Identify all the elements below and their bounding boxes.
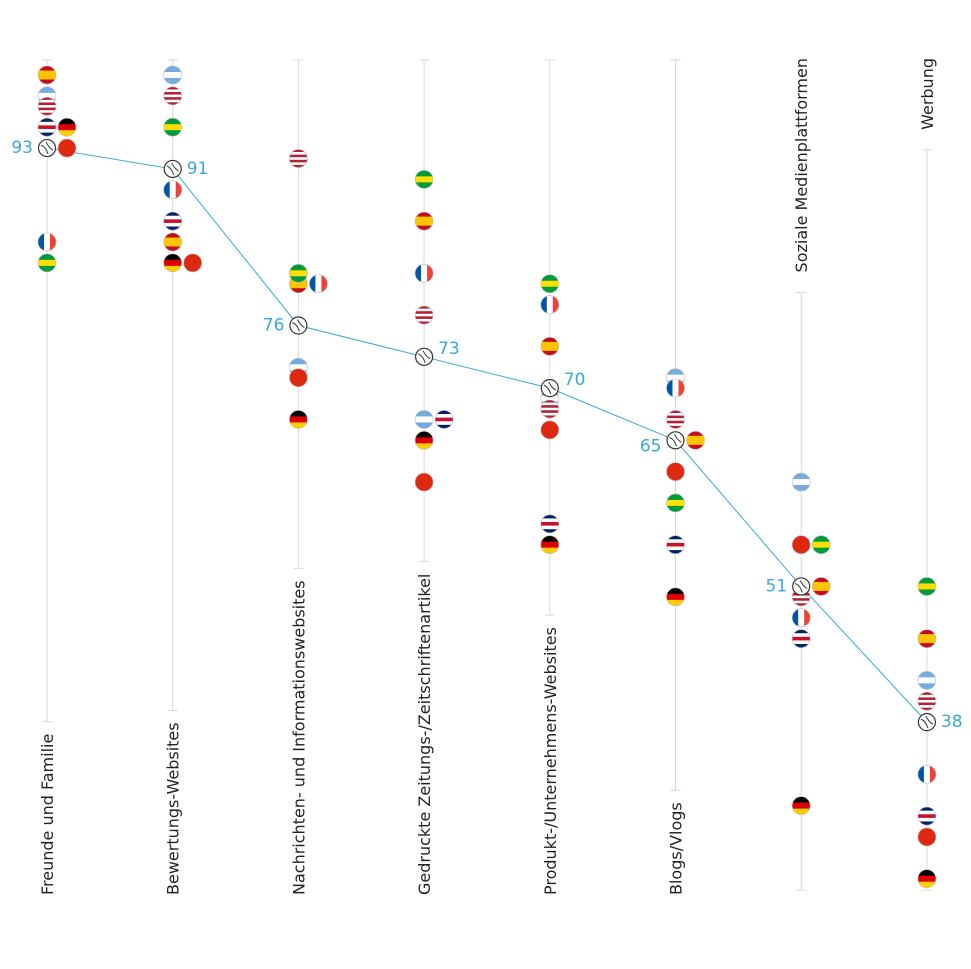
country-flag: [309, 274, 328, 294]
global-value-label: 91: [187, 159, 209, 179]
country-flag: [917, 577, 937, 596]
country-flag: [540, 420, 560, 440]
category-label: Freunde und Familie: [38, 734, 57, 895]
country-flag: [811, 577, 831, 596]
country-flag: [811, 535, 831, 554]
country-flag: [540, 535, 560, 554]
country-flag: [289, 368, 308, 387]
country-flag: [414, 410, 434, 429]
country-flag: [163, 180, 182, 200]
country-flag: [540, 514, 560, 534]
country-flag: [414, 472, 434, 492]
category-label: Blogs/Vlogs: [667, 802, 686, 895]
global-point: [163, 159, 182, 179]
country-flag: [37, 253, 57, 273]
country-flag: [917, 827, 937, 847]
country-flag: [666, 462, 685, 481]
country-flag: [666, 378, 685, 398]
global-point: [792, 577, 811, 596]
country-flag: [791, 608, 811, 628]
category-label: Soziale Medienplattformen: [792, 58, 811, 272]
country-flag: [414, 170, 434, 189]
country-flag: [37, 65, 57, 85]
category-label: Gedruckte Zeitungs-/Zeitschriftenartikel: [415, 574, 434, 895]
global-value-label: 73: [438, 339, 460, 359]
global-value-label: 93: [11, 138, 33, 158]
global-value-label: 38: [941, 712, 963, 732]
global-line: [46, 147, 928, 723]
global-point: [917, 713, 937, 732]
country-flag: [414, 211, 434, 231]
country-flag: [183, 253, 202, 273]
country-flag: [540, 399, 560, 419]
category-label: Produkt-/Unternehmens-Websites: [541, 627, 560, 895]
country-flag: [791, 796, 811, 815]
country-flag: [917, 671, 937, 690]
global-point: [289, 316, 308, 335]
country-flag: [434, 410, 454, 429]
country-flag: [666, 410, 685, 429]
country-flag: [163, 253, 182, 273]
country-flag: [686, 431, 705, 450]
country-flag: [666, 535, 685, 554]
global-value-label: 51: [766, 576, 788, 596]
country-flag: [289, 410, 308, 429]
country-flag: [917, 869, 937, 888]
global-point: [37, 138, 57, 158]
country-flag: [540, 337, 560, 356]
category-label: Bewertungs-Websites: [164, 722, 183, 895]
country-flag: [163, 211, 182, 231]
global-value-label: 70: [564, 370, 586, 390]
global-point: [415, 347, 434, 366]
global-value-label: 76: [263, 316, 285, 336]
country-flag: [37, 97, 57, 116]
country-flag: [917, 691, 937, 711]
country-flag: [791, 535, 811, 554]
country-flag: [540, 295, 560, 314]
country-flag: [917, 806, 937, 826]
country-flag: [791, 629, 811, 648]
country-flag: [163, 117, 182, 137]
country-flag: [540, 274, 560, 294]
country-flag: [37, 117, 57, 137]
global-point: [540, 379, 559, 398]
country-flag: [57, 117, 77, 137]
global-point: [666, 431, 685, 450]
country-flag: [414, 305, 434, 325]
country-flag: [666, 493, 685, 513]
country-flag: [163, 232, 182, 252]
country-flag: [163, 65, 182, 85]
country-flag: [414, 264, 434, 283]
country-flag: [414, 431, 434, 450]
country-flag: [37, 232, 57, 252]
country-flag: [917, 765, 937, 784]
category-label: Werbung: [918, 58, 937, 130]
country-flag: [791, 472, 811, 492]
country-flag: [289, 149, 308, 168]
country-flag: [163, 86, 182, 106]
country-flag: [917, 629, 937, 648]
country-flag: [289, 264, 308, 283]
global-value-label: 65: [640, 436, 662, 456]
country-flag: [666, 587, 685, 607]
category-label: Nachrichten- und Informationswebsites: [289, 580, 308, 895]
country-flag: [57, 138, 77, 158]
